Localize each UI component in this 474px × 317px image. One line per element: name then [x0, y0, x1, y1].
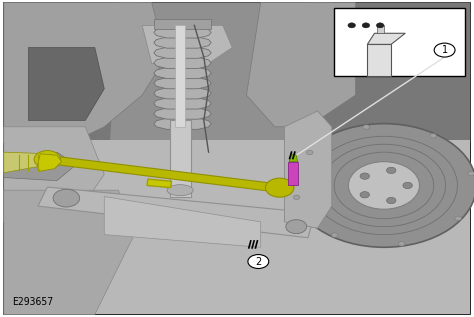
Circle shape	[455, 216, 462, 221]
Text: 2: 2	[255, 256, 262, 267]
Polygon shape	[4, 3, 166, 143]
Polygon shape	[154, 47, 211, 58]
Circle shape	[348, 23, 356, 28]
Polygon shape	[154, 88, 211, 99]
Circle shape	[53, 189, 80, 207]
Polygon shape	[154, 57, 211, 68]
Polygon shape	[147, 179, 172, 188]
Circle shape	[398, 242, 405, 246]
Bar	[377, 25, 384, 33]
Polygon shape	[367, 33, 405, 44]
Polygon shape	[4, 152, 76, 181]
Circle shape	[386, 197, 396, 204]
Polygon shape	[4, 127, 104, 222]
Polygon shape	[4, 3, 142, 143]
Circle shape	[363, 125, 370, 129]
Circle shape	[34, 151, 61, 168]
Bar	[334, 8, 465, 76]
Circle shape	[468, 171, 474, 176]
Polygon shape	[289, 154, 298, 162]
Bar	[170, 120, 191, 197]
Polygon shape	[246, 3, 356, 127]
Bar	[154, 19, 211, 29]
Circle shape	[293, 195, 300, 199]
Polygon shape	[154, 68, 211, 79]
Polygon shape	[154, 37, 211, 48]
Polygon shape	[154, 27, 211, 38]
Polygon shape	[4, 152, 57, 173]
Circle shape	[360, 191, 370, 198]
Circle shape	[306, 150, 313, 155]
Polygon shape	[37, 154, 62, 171]
Circle shape	[331, 233, 338, 237]
Polygon shape	[104, 197, 261, 247]
Polygon shape	[28, 48, 104, 120]
Circle shape	[430, 133, 437, 138]
Bar	[288, 162, 298, 185]
Polygon shape	[38, 187, 313, 238]
Circle shape	[248, 255, 269, 268]
Ellipse shape	[167, 184, 193, 196]
Circle shape	[434, 43, 455, 57]
Circle shape	[286, 220, 307, 234]
Circle shape	[376, 23, 384, 28]
Polygon shape	[154, 108, 211, 119]
Polygon shape	[45, 155, 277, 192]
Bar	[4, 140, 470, 314]
Polygon shape	[154, 98, 211, 109]
Circle shape	[265, 178, 294, 197]
Circle shape	[362, 23, 370, 28]
Text: E293657: E293657	[12, 297, 53, 307]
Bar	[175, 25, 185, 127]
Polygon shape	[308, 3, 470, 158]
Polygon shape	[4, 190, 133, 314]
Polygon shape	[142, 25, 232, 63]
Bar	[367, 44, 391, 76]
Circle shape	[292, 124, 474, 247]
Text: 1: 1	[442, 45, 447, 55]
Polygon shape	[109, 3, 332, 158]
Circle shape	[403, 182, 412, 189]
Polygon shape	[154, 78, 211, 89]
Circle shape	[386, 167, 396, 173]
Polygon shape	[284, 111, 332, 228]
Circle shape	[348, 162, 419, 209]
Circle shape	[360, 173, 370, 179]
Polygon shape	[154, 118, 211, 129]
